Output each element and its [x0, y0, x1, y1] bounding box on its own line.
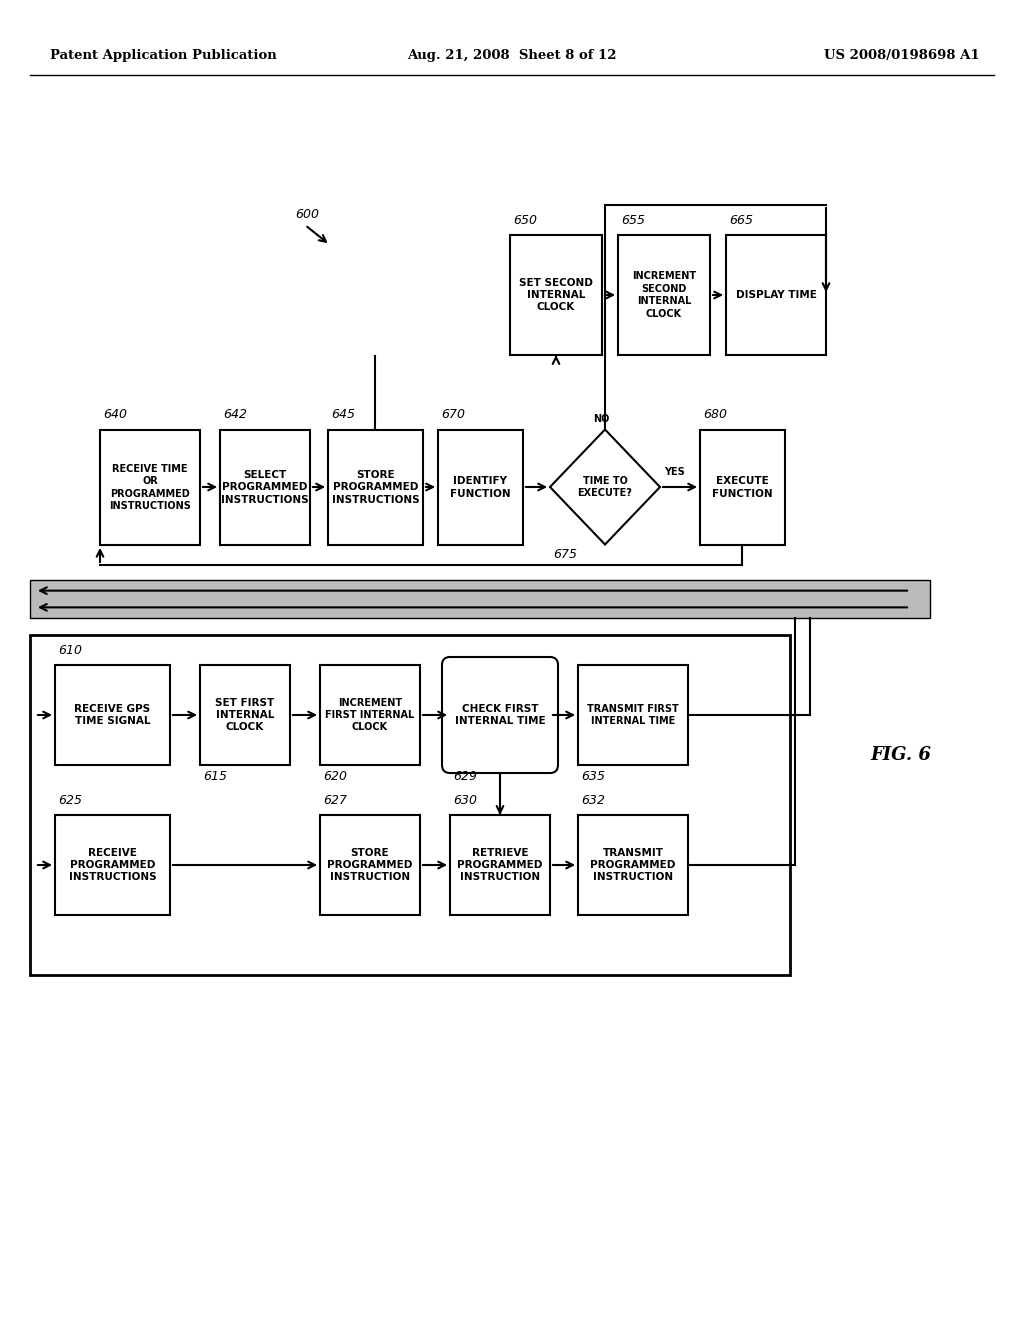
Text: TRANSMIT
PROGRAMMED
INSTRUCTION: TRANSMIT PROGRAMMED INSTRUCTION: [590, 847, 676, 882]
FancyBboxPatch shape: [578, 814, 688, 915]
FancyBboxPatch shape: [726, 235, 826, 355]
Text: SET SECOND
INTERNAL
CLOCK: SET SECOND INTERNAL CLOCK: [519, 277, 593, 313]
Text: RECEIVE TIME
OR
PROGRAMMED
INSTRUCTIONS: RECEIVE TIME OR PROGRAMMED INSTRUCTIONS: [110, 463, 190, 511]
FancyBboxPatch shape: [700, 430, 785, 545]
Text: 632: 632: [581, 793, 605, 807]
FancyBboxPatch shape: [319, 665, 420, 766]
Text: Patent Application Publication: Patent Application Publication: [50, 49, 276, 62]
FancyBboxPatch shape: [618, 235, 710, 355]
Text: 625: 625: [58, 793, 82, 807]
FancyBboxPatch shape: [438, 430, 523, 545]
Text: STORE
PROGRAMMED
INSTRUCTION: STORE PROGRAMMED INSTRUCTION: [328, 847, 413, 882]
Text: NO: NO: [593, 414, 609, 424]
Text: 640: 640: [103, 408, 127, 421]
Text: CHECK FIRST
INTERNAL TIME: CHECK FIRST INTERNAL TIME: [455, 704, 546, 726]
Text: TRANSMIT FIRST
INTERNAL TIME: TRANSMIT FIRST INTERNAL TIME: [587, 704, 679, 726]
FancyBboxPatch shape: [450, 814, 550, 915]
FancyBboxPatch shape: [30, 579, 930, 618]
Text: EXECUTE
FUNCTION: EXECUTE FUNCTION: [712, 477, 773, 499]
Text: 630: 630: [453, 793, 477, 807]
Text: 650: 650: [513, 214, 537, 227]
Text: RECEIVE
PROGRAMMED
INSTRUCTIONS: RECEIVE PROGRAMMED INSTRUCTIONS: [69, 847, 157, 882]
Text: SELECT
PROGRAMMED
INSTRUCTIONS: SELECT PROGRAMMED INSTRUCTIONS: [221, 470, 309, 504]
FancyBboxPatch shape: [100, 430, 200, 545]
Text: Aug. 21, 2008  Sheet 8 of 12: Aug. 21, 2008 Sheet 8 of 12: [408, 49, 616, 62]
Text: 665: 665: [729, 214, 753, 227]
Text: 629: 629: [453, 771, 477, 784]
FancyBboxPatch shape: [510, 235, 602, 355]
Text: RECEIVE GPS
TIME SIGNAL: RECEIVE GPS TIME SIGNAL: [75, 704, 151, 726]
Text: INCREMENT
SECOND
INTERNAL
CLOCK: INCREMENT SECOND INTERNAL CLOCK: [632, 272, 696, 318]
Text: 635: 635: [581, 771, 605, 784]
Text: US 2008/0198698 A1: US 2008/0198698 A1: [824, 49, 980, 62]
Text: 670: 670: [441, 408, 465, 421]
Text: 680: 680: [703, 408, 727, 421]
Text: FIG. 6: FIG. 6: [870, 746, 931, 764]
Text: RETRIEVE
PROGRAMMED
INSTRUCTION: RETRIEVE PROGRAMMED INSTRUCTION: [458, 847, 543, 882]
FancyBboxPatch shape: [328, 430, 423, 545]
Text: INCREMENT
FIRST INTERNAL
CLOCK: INCREMENT FIRST INTERNAL CLOCK: [326, 697, 415, 733]
Text: 600: 600: [295, 209, 319, 222]
FancyBboxPatch shape: [220, 430, 310, 545]
Text: STORE
PROGRAMMED
INSTRUCTIONS: STORE PROGRAMMED INSTRUCTIONS: [332, 470, 419, 504]
Text: 615: 615: [203, 771, 227, 784]
FancyBboxPatch shape: [578, 665, 688, 766]
Text: 655: 655: [621, 214, 645, 227]
Text: YES: YES: [664, 467, 685, 477]
Text: 610: 610: [58, 644, 82, 656]
Text: 620: 620: [323, 771, 347, 784]
Text: IDENTIFY
FUNCTION: IDENTIFY FUNCTION: [451, 477, 511, 499]
Text: 675: 675: [553, 549, 577, 561]
Text: DISPLAY TIME: DISPLAY TIME: [735, 290, 816, 300]
Text: 645: 645: [331, 408, 355, 421]
Text: 642: 642: [223, 408, 247, 421]
FancyBboxPatch shape: [55, 814, 170, 915]
FancyBboxPatch shape: [200, 665, 290, 766]
Polygon shape: [550, 429, 660, 544]
FancyBboxPatch shape: [55, 665, 170, 766]
Text: SET FIRST
INTERNAL
CLOCK: SET FIRST INTERNAL CLOCK: [215, 697, 274, 733]
Text: 627: 627: [323, 793, 347, 807]
FancyBboxPatch shape: [319, 814, 420, 915]
FancyBboxPatch shape: [442, 657, 558, 774]
Text: TIME TO
EXECUTE?: TIME TO EXECUTE?: [578, 475, 633, 498]
